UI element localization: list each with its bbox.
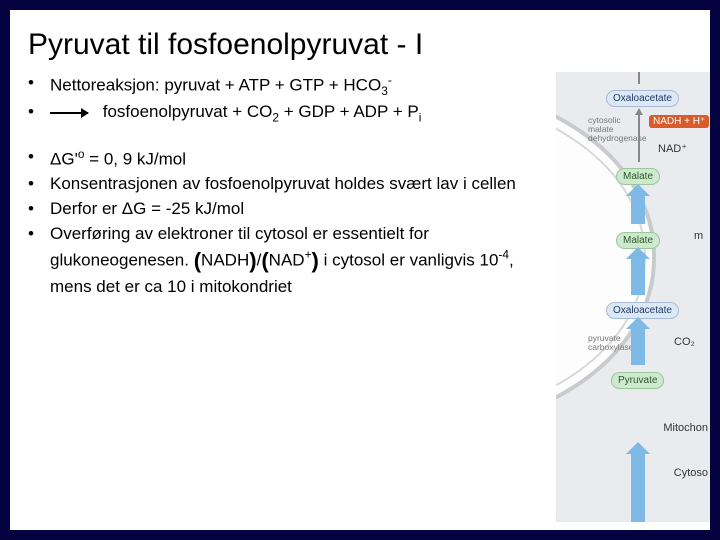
enzyme-pyruvate-carboxylase: pyruvatecarboxylase [588, 334, 633, 352]
reaction-arrow-icon [50, 112, 88, 114]
bracket-close-icon: ) [249, 248, 256, 273]
b6-plus: + [305, 248, 312, 262]
arrow-up-icon [631, 257, 645, 295]
b5-b: G = -25 kJ/mol [133, 199, 244, 218]
arrow-up-thin-icon [638, 72, 640, 84]
bullet-4: • Konsentrasjonen av fosfoenolpyruvat ho… [28, 173, 547, 196]
mitochondrion-label: Mitochon [663, 422, 708, 434]
nadh-badge: NADH + H⁺ [649, 115, 709, 128]
bullet-3: • ΔG'o = 0, 9 kJ/mol [28, 146, 547, 172]
b3-rest: = 0, 9 kJ/mol [84, 149, 186, 168]
bracket-close-icon: ) [312, 248, 319, 273]
b2-sub2: i [419, 111, 422, 125]
cytosol-label: Cytoso [674, 467, 708, 479]
arrow-up-icon [631, 194, 645, 224]
arrow-up-thin-icon [638, 114, 640, 162]
bullet-2: • fosfoenolpyruvat + CO2 + GDP + ADP + P… [28, 101, 547, 125]
bullet-text: fosfoenolpyruvat + CO2 + GDP + ADP + Pi [50, 101, 547, 125]
bullet-marker: • [28, 101, 50, 124]
bullet-6: • Overføring av elektroner til cytosol e… [28, 223, 547, 299]
bullet-marker: • [28, 173, 50, 196]
bullet-list: • Nettoreaksjon: pyruvat + ATP + GTP + H… [10, 72, 555, 522]
slide: Pyruvat til fosfoenolpyruvat - I • Netto… [10, 10, 710, 530]
nad-label: NAD⁺ [658, 142, 687, 155]
b6-nadh: NADH [201, 250, 249, 269]
arrow-up-icon [631, 327, 645, 365]
bracket-open-icon: ( [261, 248, 268, 273]
delta-symbol: Δ [122, 199, 133, 218]
b6-b: i cytosol er vanligvis 10 [319, 250, 499, 269]
bullet-marker: • [28, 223, 50, 246]
node-pyruvate: Pyruvate [611, 372, 664, 389]
bullet-text: ΔG'o = 0, 9 kJ/mol [50, 146, 547, 172]
b1-sup: - [388, 73, 392, 87]
bullet-marker: • [28, 146, 50, 169]
bullet-text: Nettoreaksjon: pyruvat + ATP + GTP + HCO… [50, 72, 547, 99]
b1-text: Nettoreaksjon: pyruvat + ATP + GTP + HCO [50, 76, 381, 95]
node-malate-cytosol: Malate [616, 168, 660, 185]
node-oxaloacetate: Oxaloacetate [606, 90, 679, 107]
b2-text-a: fosfoenolpyruvat + CO [103, 102, 273, 121]
delta-symbol: Δ [50, 149, 61, 168]
b6-exp: -4 [498, 248, 509, 262]
bracket-open-icon: ( [194, 248, 201, 273]
bullet-1: • Nettoreaksjon: pyruvat + ATP + GTP + H… [28, 72, 547, 99]
arrow-up-icon [631, 452, 645, 522]
b5-a: Derfor er [50, 199, 122, 218]
b2-text-b: + GDP + ADP + P [279, 102, 419, 121]
b2-sub1: 2 [272, 111, 279, 125]
bullet-marker: • [28, 198, 50, 221]
bullet-marker: • [28, 72, 50, 95]
pathway-diagram: PEP CO₂ cytosolicPEPcarboxykinase Oxaloa… [555, 72, 710, 522]
b1-sub: 3 [381, 84, 388, 98]
bullet-text: Konsentrasjonen av fosfoenolpyruvat hold… [50, 173, 547, 196]
bullet-5: • Derfor er ΔG = -25 kJ/mol [28, 198, 547, 221]
slide-title: Pyruvat til fosfoenolpyruvat - I [10, 10, 710, 72]
bullet-text: Derfor er ΔG = -25 kJ/mol [50, 198, 547, 221]
b6-nad: NAD [269, 250, 305, 269]
b3-g: G' [61, 149, 77, 168]
bullet-text: Overføring av elektroner til cytosol er … [50, 223, 547, 299]
spacer [28, 128, 547, 146]
co2-label-2: CO₂ [674, 336, 695, 348]
m-label: m [694, 230, 703, 242]
content-area: • Nettoreaksjon: pyruvat + ATP + GTP + H… [10, 72, 710, 522]
